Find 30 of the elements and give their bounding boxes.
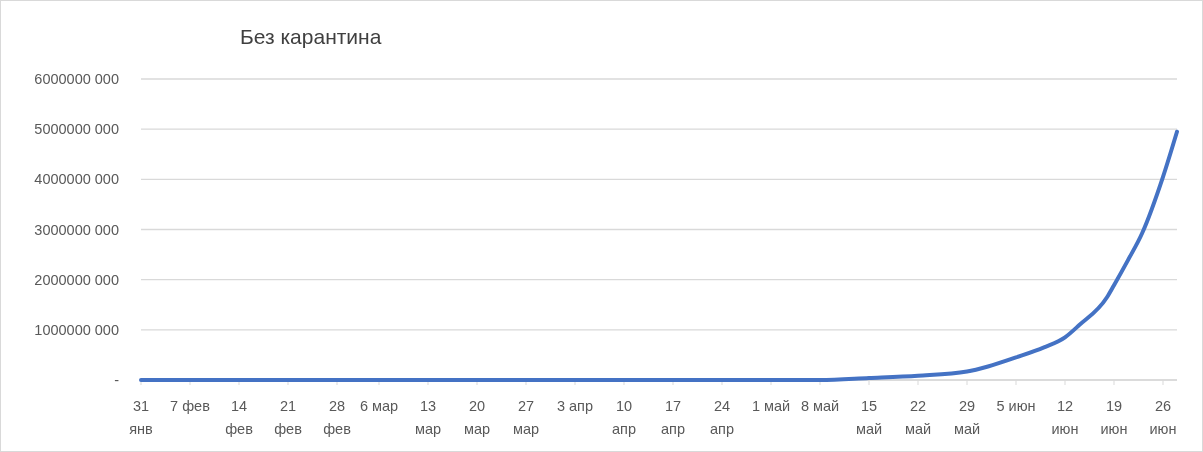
x-tick-label: 1 май	[751, 398, 791, 414]
x-tick-label: 14 фев	[225, 398, 254, 437]
y-tick-label: 3000000 000	[34, 221, 119, 238]
x-tick-label: 17 апр	[661, 398, 685, 437]
y-tick-label: -	[114, 372, 120, 389]
x-tick-label: 22 май	[904, 398, 932, 437]
x-tick-label: 19 июн	[1100, 398, 1128, 437]
x-tick-label: 10 апр	[612, 398, 636, 437]
x-tick-label: 7 фев	[170, 398, 211, 414]
x-tick-label: 24 апр	[710, 398, 734, 437]
y-tick-label: 2000000 000	[34, 271, 119, 288]
x-tick-label: 5 июн	[996, 398, 1036, 414]
x-tick-label: 31 янв	[129, 398, 154, 437]
x-tick-label: 28 фев	[323, 398, 352, 437]
x-tick-label: 8 май	[800, 398, 840, 414]
y-tick-label: 4000000 000	[34, 171, 119, 188]
chart-title: Без карантина	[240, 25, 382, 48]
x-tick-label: 27 мар	[512, 398, 540, 437]
x-tick-label: 15 май	[855, 398, 883, 437]
x-tick-label: 26 июн	[1149, 398, 1177, 437]
x-tick-label: 29 май	[953, 398, 981, 437]
x-tick-label: 20 мар	[463, 398, 491, 437]
x-tick-label: 12 июн	[1051, 398, 1079, 437]
y-tick-label: 5000000 000	[34, 121, 119, 138]
y-tick-label: 6000000 000	[34, 71, 119, 88]
x-tick-label: 13 мар	[414, 398, 442, 437]
x-tick-label: 6 мар	[359, 398, 399, 414]
x-tick-label: 3 апр	[556, 398, 594, 414]
x-tick-label: 21 фев	[274, 398, 303, 437]
y-tick-label: 1000000 000	[34, 321, 119, 338]
